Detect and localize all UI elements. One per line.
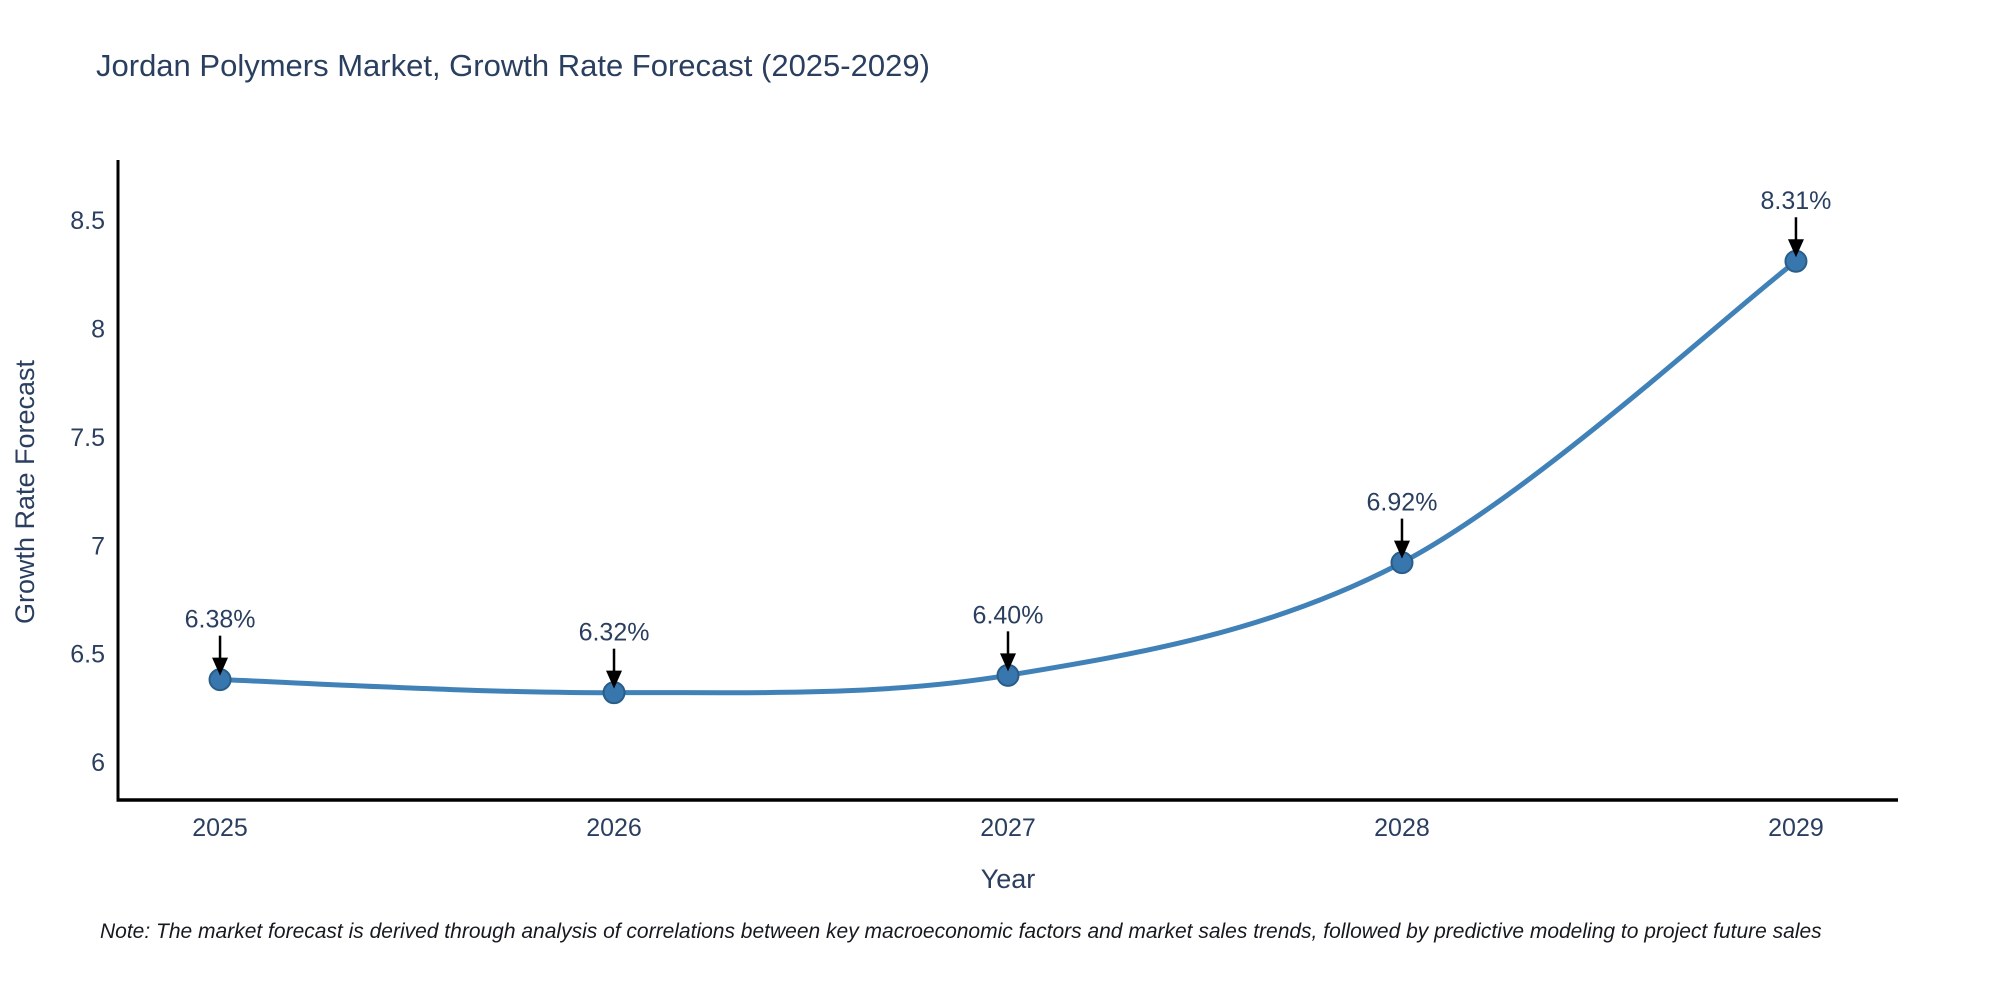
y-tick-label: 7.5 [70,424,105,452]
annotation-arrowhead [1787,239,1804,258]
plot-generated: 6 6.5 7 7.5 8 8.5 2025 2026 2027 2028 2029 6.38% 6.3… [70,160,1898,842]
trend-line [217,258,1799,696]
data-point-label: 6.92% [1367,489,1438,517]
annotation-arrowhead [606,670,623,689]
x-tick-label: 2025 [192,814,248,842]
x-tick-label: 2027 [980,814,1036,842]
y-tick-label: 8 [91,315,105,343]
annotation-arrowhead [1000,653,1016,672]
y-tick-label: 8.5 [70,207,105,235]
y-axis-title: Growth Rate Forecast [10,359,40,624]
chart-title: Jordan Polymers Market, Growth Rate Fore… [96,48,930,83]
footnote-text: Note: The market forecast is derived thr… [100,920,1822,943]
x-axis-title: Year [981,864,1036,894]
data-point-label: 6.40% [973,601,1044,629]
x-tick-label: 2029 [1768,814,1824,842]
y-tick-label: 7 [91,532,105,560]
y-tick-label: 6 [91,749,105,777]
y-tick-label: 6.5 [70,641,105,669]
data-point-label: 8.31% [1761,187,1832,215]
annotation-arrowhead [1393,540,1410,559]
x-tick-label: 2028 [1374,814,1430,842]
data-point-label: 6.32% [579,619,650,647]
x-tick-label: 2026 [586,814,642,842]
data-point-label: 6.38% [185,606,256,634]
annotation-arrowhead [212,657,229,676]
